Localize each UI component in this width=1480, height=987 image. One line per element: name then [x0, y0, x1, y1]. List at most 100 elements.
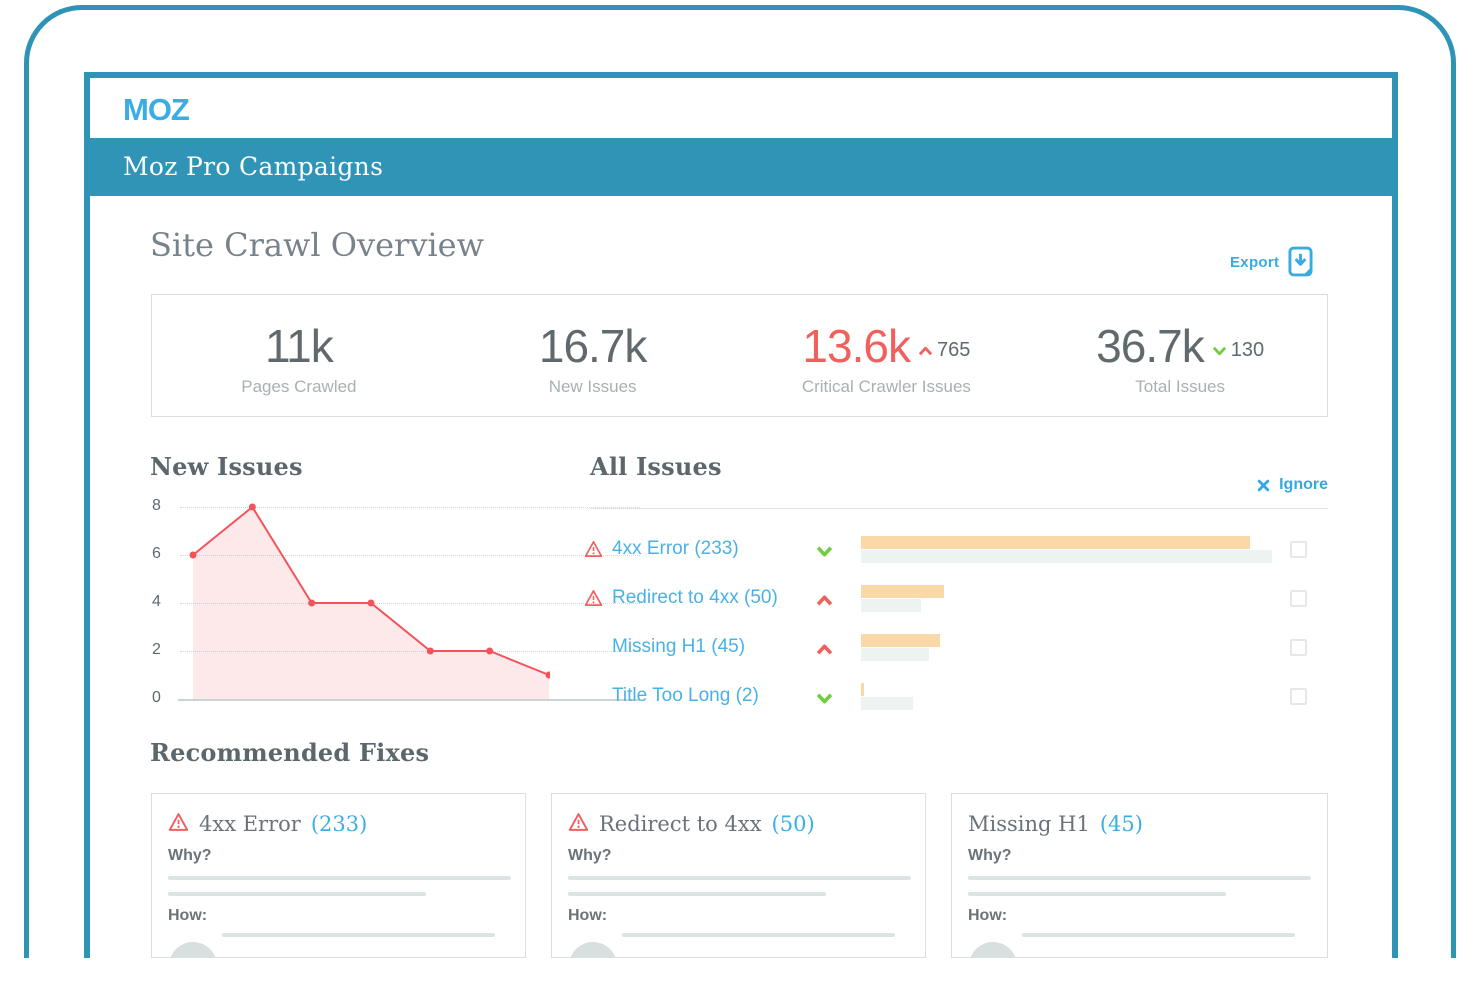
placeholder-line — [622, 933, 895, 937]
why-label: Why? — [968, 847, 1012, 864]
placeholder-line — [1022, 933, 1295, 937]
stat-label: Pages Crawled — [241, 376, 357, 396]
stat-delta-value: 765 — [936, 339, 971, 361]
y-tick-4: 4 — [152, 593, 161, 610]
how-label: How: — [168, 907, 208, 924]
placeholder-line — [222, 933, 495, 937]
device-frame — [24, 5, 1456, 958]
issue-ignore-checkbox[interactable] — [1290, 590, 1307, 607]
crawl-stats-summary: 11k Pages Crawled 16.7k New Issues 13.6k… — [151, 294, 1328, 417]
stat-value: 16.7k — [538, 319, 648, 372]
app-header-band: Moz Pro Campaigns — [90, 138, 1392, 196]
fix-card[interactable]: Redirect to 4xx (50) Why? How: — [551, 793, 926, 958]
issue-bar-previous — [861, 648, 929, 661]
placeholder-line — [968, 876, 1311, 880]
fix-card-count[interactable]: (233) — [310, 812, 368, 836]
stat-value: 36.7k — [1096, 319, 1205, 372]
issue-link[interactable]: Title Too Long (2) — [612, 685, 759, 706]
stat-label: Total Issues — [1135, 376, 1225, 396]
y-tick-0: 0 — [152, 689, 161, 706]
placeholder-line — [168, 876, 511, 880]
issue-bar-previous — [861, 697, 913, 710]
moz-logo: MOZ — [123, 92, 190, 127]
issue-bar-current — [861, 536, 1250, 549]
close-icon — [1257, 479, 1269, 491]
recommended-fixes-heading: Recommended Fixes — [150, 738, 430, 767]
issue-row: Title Too Long (2) — [584, 683, 1328, 711]
app-title: Moz Pro Campaigns — [123, 152, 384, 181]
export-button[interactable]: Export — [1230, 246, 1330, 282]
how-label: How: — [568, 907, 608, 924]
issue-link[interactable]: 4xx Error (233) — [612, 538, 739, 559]
warning-icon — [584, 540, 603, 563]
new-issues-heading: New Issues — [150, 452, 303, 481]
placeholder-line — [568, 892, 826, 896]
issue-bar-previous — [861, 550, 1272, 563]
avatar — [969, 942, 1017, 957]
issue-bar-current — [861, 585, 944, 598]
stat-label: Critical Crawler Issues — [801, 376, 971, 396]
divider — [590, 508, 1328, 509]
issue-link[interactable]: Redirect to 4xx (50) — [612, 587, 778, 608]
fix-card-title: 4xx Error — [199, 812, 301, 836]
fix-card-title: Missing H1 — [968, 812, 1090, 836]
why-label: Why? — [168, 847, 212, 864]
chart-gridline — [180, 507, 640, 508]
issue-ignore-checkbox[interactable] — [1290, 541, 1307, 558]
logo-strip: MOZ — [90, 78, 1392, 138]
trend-up-icon — [816, 593, 833, 611]
stat-pages-crawled: 11k Pages Crawled — [152, 295, 446, 416]
y-tick-6: 6 — [152, 545, 161, 562]
app-window: MOZ Moz Pro Campaigns Site Crawl Overvie… — [84, 72, 1398, 958]
stat-new-issues: 16.7k New Issues — [446, 295, 740, 416]
ignore-label: Ignore — [1279, 476, 1328, 493]
export-download-icon — [1288, 246, 1313, 282]
avatar — [169, 942, 217, 957]
issue-bar-current — [861, 683, 864, 696]
stat-critical-issues: 13.6k 765 Critical Crawler Issues — [740, 295, 1034, 416]
chart-gridline — [180, 603, 640, 604]
export-label: Export — [1230, 254, 1280, 271]
issue-bars — [861, 585, 944, 612]
stat-delta: 765 — [918, 339, 970, 362]
warning-icon — [168, 812, 189, 837]
stat-delta: 130 — [1212, 339, 1264, 362]
how-label: How: — [968, 907, 1008, 924]
fix-card-count[interactable]: (50) — [771, 812, 815, 836]
new-issues-line-chart — [189, 503, 550, 699]
warning-icon — [584, 589, 603, 612]
fix-card-title: Redirect to 4xx — [599, 812, 762, 836]
all-issues-heading: All Issues — [590, 452, 722, 481]
y-tick-8: 8 — [152, 497, 161, 514]
stat-value: 13.6k — [802, 319, 911, 372]
stat-total-issues: 36.7k 130 Total Issues — [1033, 295, 1327, 416]
fix-card-count[interactable]: (45) — [1099, 812, 1143, 836]
issue-bars — [861, 536, 1272, 563]
placeholder-line — [568, 876, 911, 880]
issue-row: 4xx Error (233) — [584, 536, 1328, 564]
chart-baseline — [178, 699, 640, 701]
avatar — [569, 942, 617, 957]
trend-down-icon — [816, 691, 833, 709]
issue-row: Redirect to 4xx (50) — [584, 585, 1328, 613]
chart-gridline — [180, 555, 640, 556]
trend-up-icon — [816, 642, 833, 660]
trend-down-icon — [816, 544, 833, 562]
y-tick-2: 2 — [152, 641, 161, 658]
issue-bars — [861, 634, 940, 661]
issue-ignore-checkbox[interactable] — [1290, 639, 1307, 656]
stat-delta-value: 130 — [1230, 339, 1265, 361]
stat-label: New Issues — [548, 376, 637, 396]
issue-bar-previous — [861, 599, 921, 612]
stat-value: 11k — [264, 319, 334, 372]
why-label: Why? — [568, 847, 612, 864]
issue-ignore-checkbox[interactable] — [1290, 688, 1307, 705]
fix-card[interactable]: 4xx Error (233) Why? How: — [151, 793, 526, 958]
issue-link[interactable]: Missing H1 (45) — [612, 636, 746, 657]
page-title: Site Crawl Overview — [150, 226, 484, 264]
caret-up-icon — [918, 346, 933, 355]
fix-card[interactable]: Missing H1 (45) Why? How: — [951, 793, 1328, 958]
placeholder-line — [968, 892, 1226, 896]
ignore-button[interactable]: Ignore — [1240, 476, 1328, 498]
